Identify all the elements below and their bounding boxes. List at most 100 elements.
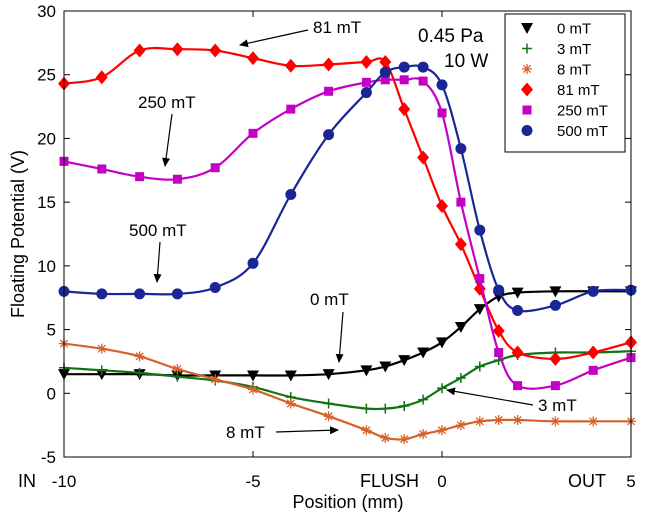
data-point-81mt <box>398 102 411 117</box>
data-point-8mt <box>512 415 523 426</box>
data-point-3mt <box>361 403 372 414</box>
data-point-8mt <box>493 415 504 426</box>
data-point-3mt <box>418 394 429 405</box>
annotation-81mT: 81 mT <box>239 18 361 48</box>
data-point-500mt <box>96 288 108 300</box>
data-point-500mt <box>493 284 505 296</box>
data-point-500mt <box>171 288 183 300</box>
y-tick-label: 25 <box>37 66 56 85</box>
legend-item-8mt: 8 mT <box>522 62 591 79</box>
legend-label-0mt: 0 mT <box>557 21 591 38</box>
data-point-8mt <box>437 425 447 436</box>
data-point-0mt <box>284 370 297 382</box>
x-tick-label: -10 <box>52 472 77 491</box>
data-point-8mt <box>96 343 107 354</box>
data-point-81mt <box>284 58 297 73</box>
data-point-81mt <box>209 43 222 58</box>
legend-marker-3mt <box>522 43 532 54</box>
data-point-8mt <box>210 374 221 385</box>
legend: 0 mT 3 mT 8 mT 81 mT 250 mT 500 mT <box>504 13 626 153</box>
legend-item-250mt: 250 mT <box>522 103 608 120</box>
data-point-8mt <box>455 420 466 431</box>
annotation-250mT: 250 mT <box>138 93 196 167</box>
y-axis: -5 0 5 10 15 20 25 30 <box>37 2 631 467</box>
legend-marker-500mt <box>521 125 533 136</box>
data-point-81mt <box>95 70 108 85</box>
x-axis: -10 -5 0 5 <box>52 11 636 491</box>
data-point-3mt <box>134 367 145 378</box>
legend-label-500mt: 500 mT <box>557 123 608 140</box>
data-point-3mt <box>437 383 447 394</box>
power-label: 10 W <box>444 51 488 72</box>
legend-marker-8mt <box>522 64 532 74</box>
legend-marker-81mt <box>521 82 533 97</box>
data-point-81mt <box>247 51 259 66</box>
legend-label-3mt: 3 mT <box>557 41 591 58</box>
data-point-81mt <box>322 57 335 72</box>
annotation-arrow-8mT <box>275 426 339 435</box>
annotation-label-500mT: 500 mT <box>129 221 187 240</box>
data-point-500mt <box>549 299 561 311</box>
annotation-label-81mT: 81 mT <box>313 18 361 37</box>
data-point-250mt <box>97 164 107 174</box>
out-label: OUT <box>568 471 606 491</box>
x-tick-label: 0 <box>437 472 446 491</box>
data-point-81mt <box>436 198 448 213</box>
data-point-3mt <box>474 361 485 372</box>
data-point-8mt <box>550 416 561 427</box>
legend-item-81mt: 81 mT <box>521 82 600 99</box>
data-point-250mt <box>550 381 560 391</box>
y-tick-label: 30 <box>37 2 56 21</box>
data-point-8mt <box>285 398 296 409</box>
data-point-250mt <box>135 172 145 182</box>
data-point-81mt <box>133 43 146 58</box>
data-point-8mt <box>361 425 372 436</box>
annotation-3mT: 3 mT <box>446 387 577 415</box>
data-point-0mt <box>549 286 562 298</box>
in-label: IN <box>18 471 36 491</box>
data-point-500mt <box>209 282 221 294</box>
data-point-0mt <box>247 370 259 382</box>
data-point-500mt <box>587 285 599 297</box>
annotation-500mT: 500 mT <box>129 221 187 283</box>
data-point-250mt <box>324 86 334 96</box>
y-tick-label: 20 <box>37 129 56 148</box>
annotation-label-8mT: 8 mT <box>226 423 265 442</box>
data-point-0mt <box>454 322 467 334</box>
annotation-arrow-81mT <box>239 29 309 48</box>
data-point-250mt <box>380 75 390 85</box>
data-point-500mt <box>323 129 335 141</box>
annotation-arrow-250mT <box>162 113 173 167</box>
annotation-label-3mT: 3 mT <box>538 396 577 415</box>
data-point-3mt <box>455 372 466 383</box>
data-point-8mt <box>248 384 258 395</box>
pressure-label: 0.45 Pa <box>418 26 484 47</box>
data-point-500mt <box>512 304 524 316</box>
data-point-250mt <box>286 104 296 114</box>
data-point-81mt <box>587 345 600 360</box>
x-axis-label: Position (mm) <box>292 492 403 512</box>
data-point-8mt <box>380 432 391 443</box>
data-point-81mt <box>360 54 373 69</box>
series-81mt <box>58 42 637 366</box>
data-point-500mt <box>455 143 467 155</box>
data-point-500mt <box>360 87 372 99</box>
data-point-0mt <box>360 365 373 377</box>
data-point-250mt <box>248 128 258 138</box>
legend-marker-0mt <box>521 23 533 34</box>
data-point-81mt <box>549 351 562 366</box>
data-point-250mt <box>399 75 409 85</box>
data-point-0mt <box>473 304 486 316</box>
data-point-250mt <box>456 197 466 207</box>
annotation-arrow-500mT <box>153 241 162 283</box>
data-point-250mt <box>513 381 523 391</box>
data-point-3mt <box>96 365 107 376</box>
data-point-250mt <box>494 348 504 358</box>
y-tick-label: 10 <box>37 257 56 276</box>
legend-item-500mt: 500 mT <box>521 123 608 140</box>
data-point-500mt <box>474 224 486 236</box>
annotation-0mT: 0 mT <box>310 290 349 363</box>
data-point-250mt <box>418 76 428 86</box>
data-point-0mt <box>398 355 411 367</box>
